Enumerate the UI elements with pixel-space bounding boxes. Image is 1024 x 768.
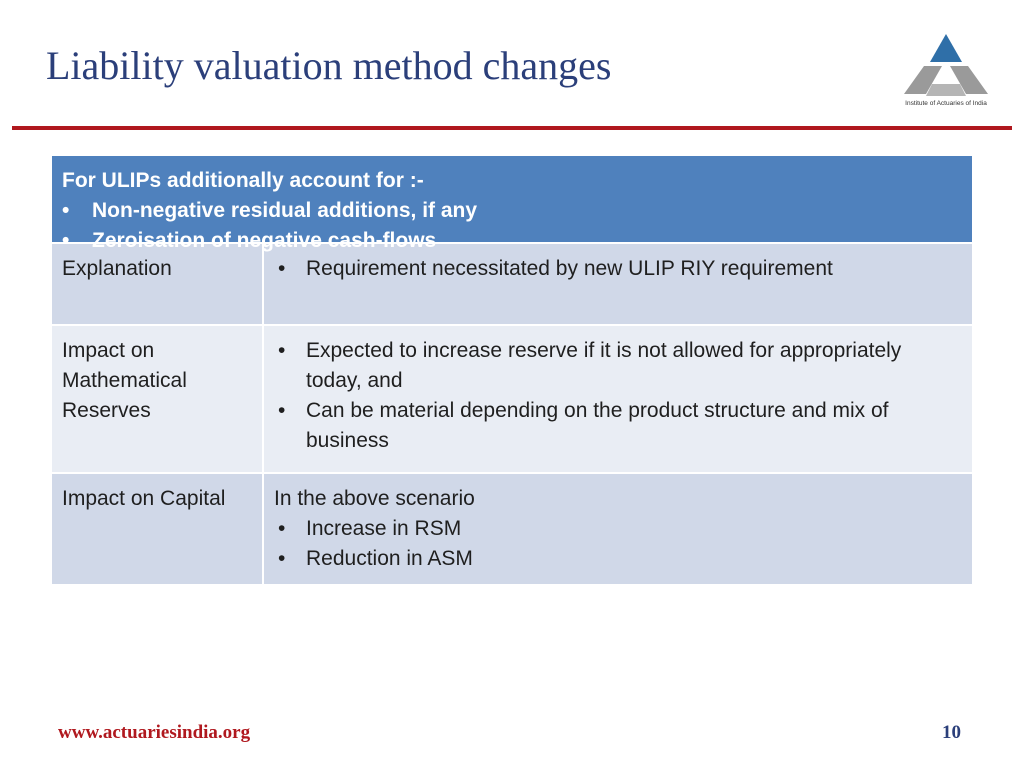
row-label: Impact on Mathematical Reserves bbox=[52, 326, 264, 472]
table-row-reserves: Impact on Mathematical Reserves Expected… bbox=[52, 326, 972, 474]
row-content: Expected to increase reserve if it is no… bbox=[264, 326, 972, 472]
logo-gray-right bbox=[950, 66, 988, 94]
page-number: 10 bbox=[942, 722, 961, 743]
header-bullet-list: Non-negative residual additions, if any … bbox=[62, 196, 962, 256]
row-bullet-list: Expected to increase reserve if it is no… bbox=[274, 336, 962, 456]
header-bullet: Non-negative residual additions, if any bbox=[62, 196, 962, 226]
row-bullet: Reduction in ASM bbox=[274, 544, 962, 574]
row-label: Impact on Capital bbox=[52, 474, 264, 584]
title-divider bbox=[12, 126, 1012, 130]
row-bullet: Expected to increase reserve if it is no… bbox=[274, 336, 962, 396]
content-table: For ULIPs additionally account for :- No… bbox=[52, 156, 972, 586]
row-bullet: Increase in RSM bbox=[274, 514, 962, 544]
slide-title: Liability valuation method changes bbox=[46, 43, 612, 88]
row-label: Explanation bbox=[52, 244, 264, 324]
logo-caption: Institute of Actuaries of India bbox=[905, 100, 987, 107]
row-bullet: Can be material depending on the product… bbox=[274, 396, 962, 456]
table-row-capital: Impact on Capital In the above scenario … bbox=[52, 474, 972, 586]
logo-gray-bottom bbox=[926, 84, 966, 96]
row-content: In the above scenario Increase in RSM Re… bbox=[264, 474, 972, 584]
footer-website-link[interactable]: www.actuariesindia.org bbox=[58, 722, 251, 743]
row-bullet-list: Increase in RSM Reduction in ASM bbox=[274, 514, 962, 574]
row-bullet-list: Requirement necessitated by new ULIP RIY… bbox=[274, 254, 962, 284]
logo-blue-triangle bbox=[930, 34, 962, 62]
row-intro: In the above scenario bbox=[274, 487, 475, 510]
row-bullet: Requirement necessitated by new ULIP RIY… bbox=[274, 254, 962, 284]
header-title: For ULIPs additionally account for :- bbox=[62, 169, 424, 192]
row-content: Requirement necessitated by new ULIP RIY… bbox=[264, 244, 972, 324]
table-header: For ULIPs additionally account for :- No… bbox=[52, 156, 972, 256]
header-bullet: Zeroisation of negative cash-flows bbox=[62, 226, 962, 256]
institute-logo bbox=[904, 34, 988, 96]
logo-gray-left bbox=[904, 66, 942, 94]
table-row-explanation: Explanation Requirement necessitated by … bbox=[52, 244, 972, 326]
